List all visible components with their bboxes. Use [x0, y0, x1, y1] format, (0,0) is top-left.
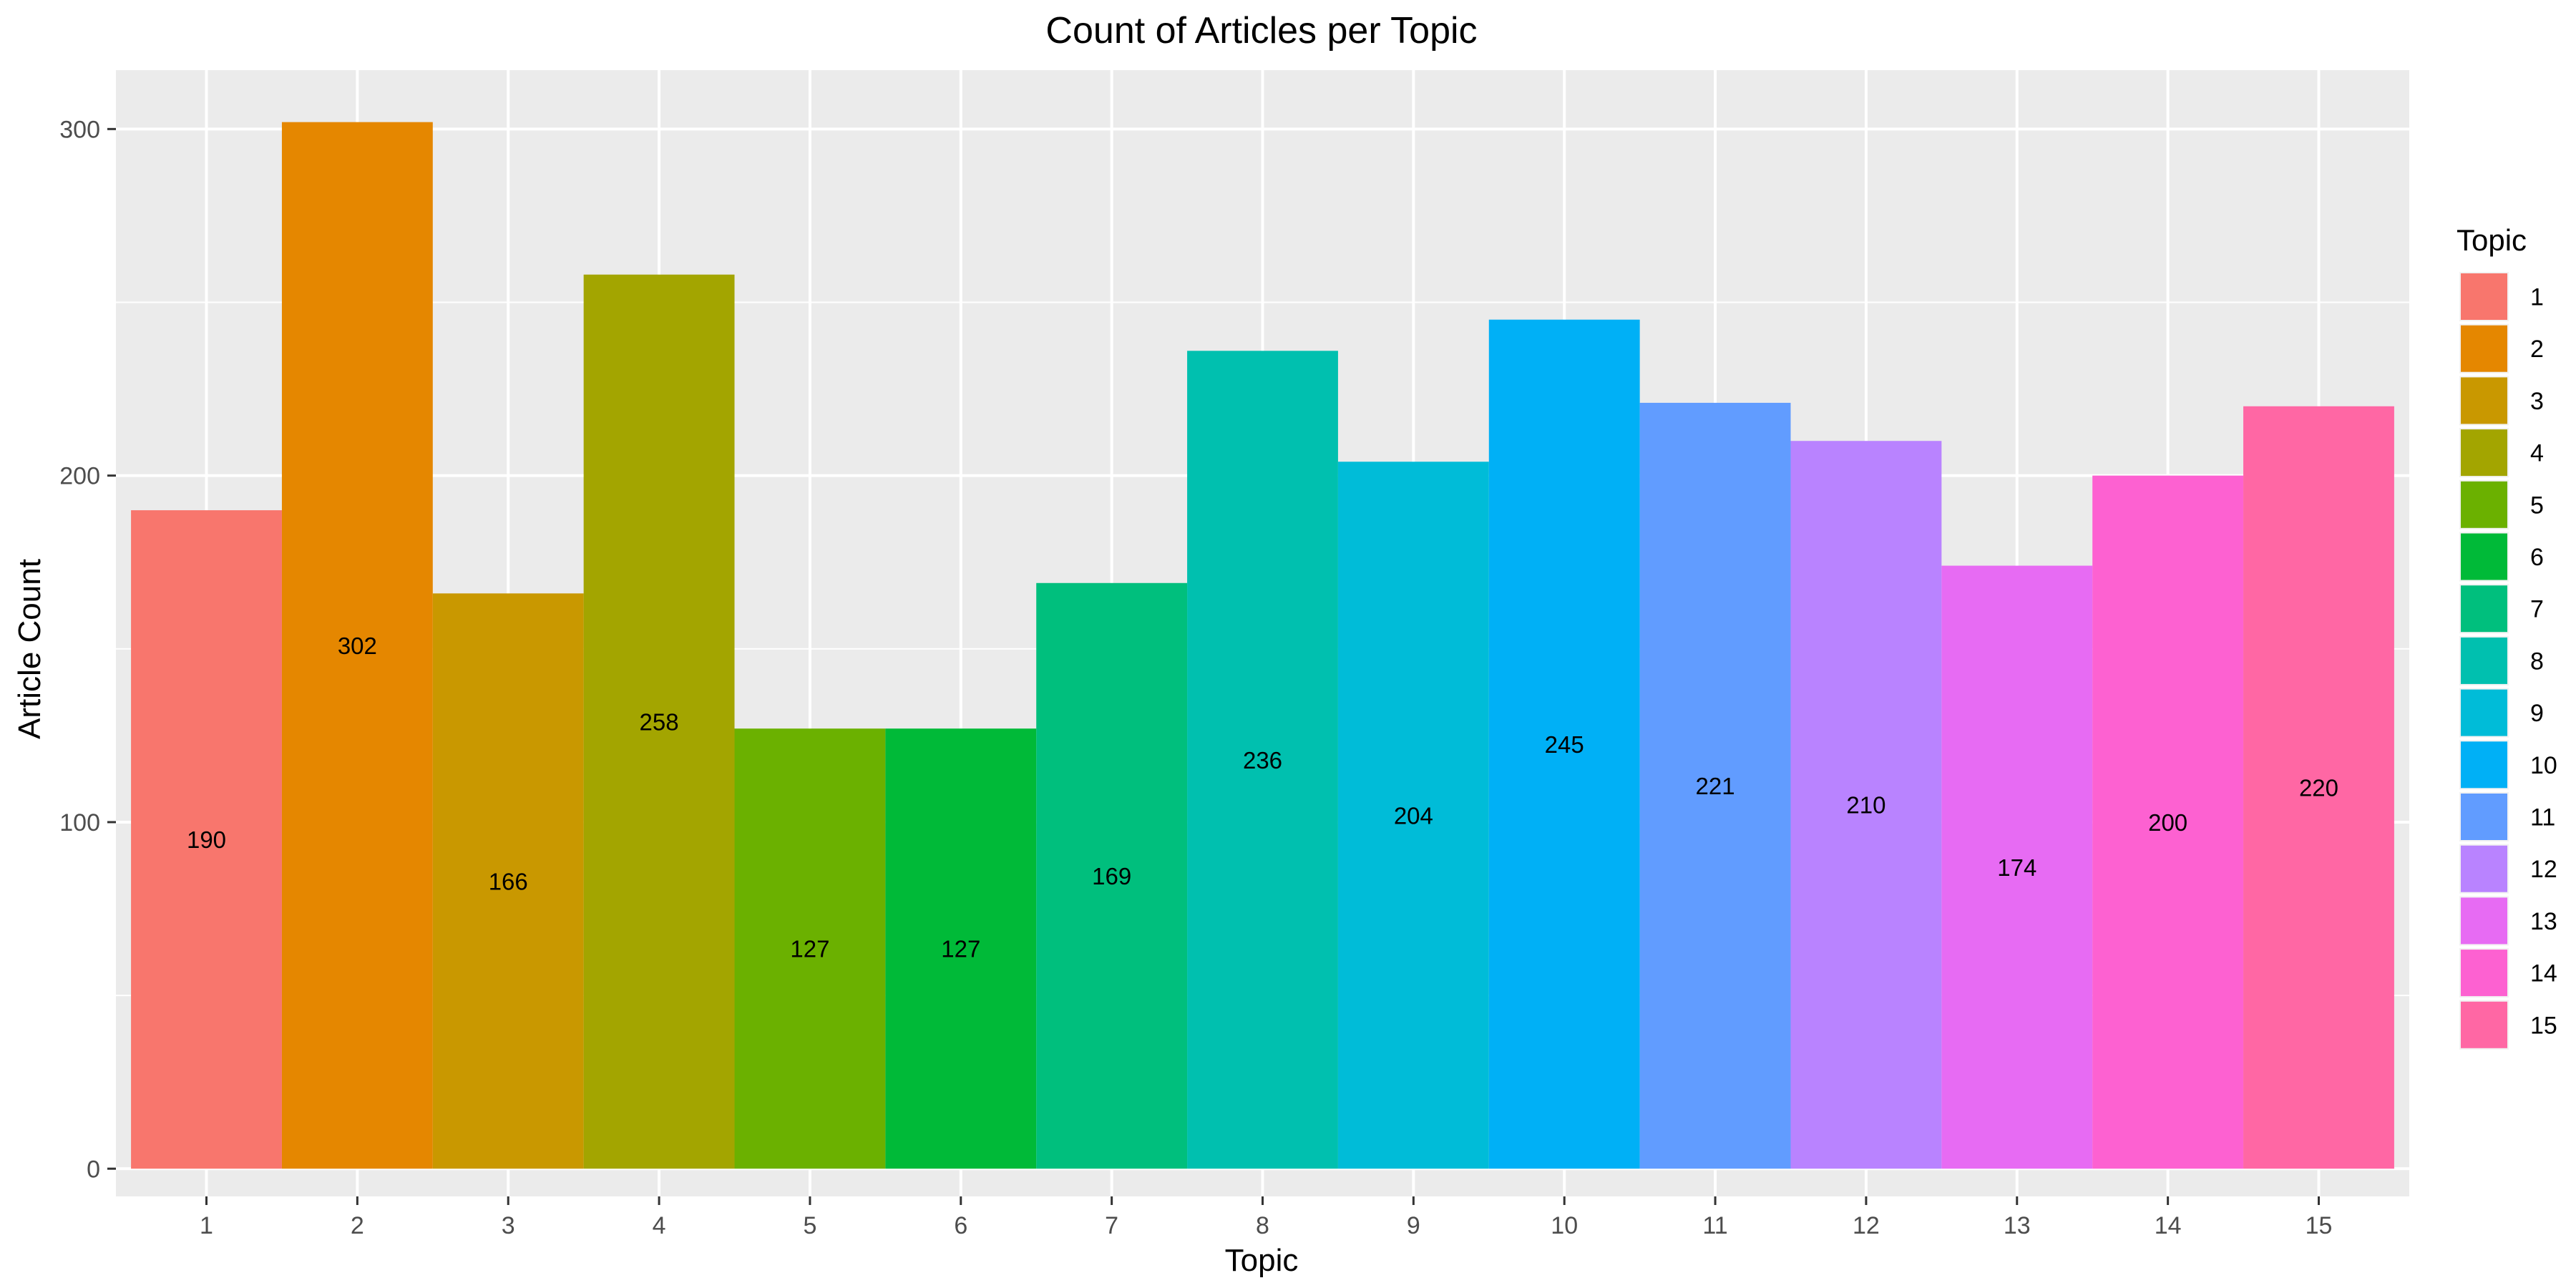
bar-value-label: 302	[338, 633, 377, 659]
legend-key-swatch	[2461, 273, 2507, 320]
legend-key-swatch	[2461, 950, 2507, 997]
bar-value-label: 220	[2299, 775, 2338, 801]
bar-topic-8	[1187, 351, 1338, 1169]
legend-label: 3	[2530, 388, 2544, 415]
x-tick-label: 11	[1702, 1212, 1727, 1239]
legend-key-swatch	[2461, 845, 2507, 892]
y-tick-label: 100	[59, 809, 100, 836]
y-tick-label: 300	[59, 116, 100, 143]
y-tick-label: 200	[59, 463, 100, 490]
bar-value-label: 245	[1545, 731, 1584, 758]
bar-value-label: 236	[1243, 747, 1282, 774]
legend-key-swatch	[2461, 325, 2507, 372]
bar-topic-6	[885, 728, 1037, 1169]
legend-key-swatch	[2461, 741, 2507, 789]
legend-key-swatch	[2461, 585, 2507, 633]
legend-key-swatch	[2461, 637, 2507, 684]
legend-label: 2	[2530, 336, 2544, 363]
bar-topic-3	[432, 593, 584, 1169]
x-tick-label: 13	[2004, 1212, 2031, 1239]
x-tick-label: 6	[954, 1212, 967, 1239]
legend-label: 8	[2530, 648, 2544, 675]
x-axis-title: Topic	[1225, 1243, 1299, 1278]
chart-title: Count of Articles per Topic	[1045, 10, 1477, 52]
x-tick-label: 9	[1407, 1212, 1420, 1239]
x-tick-label: 15	[2306, 1212, 2333, 1239]
bar-topic-1	[131, 510, 282, 1169]
bar-value-label: 258	[640, 708, 679, 735]
x-tick-label: 2	[351, 1212, 364, 1239]
legend-label: 13	[2530, 908, 2557, 935]
x-tick-label: 1	[200, 1212, 213, 1239]
x-tick-label: 14	[2155, 1212, 2182, 1239]
x-tick-label: 7	[1105, 1212, 1118, 1239]
legend-key-swatch	[2461, 897, 2507, 945]
legend-key-swatch	[2461, 1001, 2507, 1048]
bar-value-label: 200	[2148, 809, 2187, 836]
legend-label: 9	[2530, 700, 2544, 727]
legend-label: 15	[2530, 1012, 2557, 1039]
legend-label: 11	[2530, 804, 2555, 831]
bar-topic-13	[1941, 565, 2093, 1169]
bar-topic-10	[1488, 319, 1640, 1169]
legend-label: 6	[2530, 544, 2544, 571]
bar-value-label: 166	[489, 868, 528, 894]
bar-value-label: 204	[1394, 802, 1433, 829]
bar-topic-5	[734, 728, 886, 1169]
y-axis: 0 100 200 300	[59, 116, 116, 1183]
bar-topic-15	[2243, 406, 2394, 1169]
x-tick-label: 10	[1551, 1212, 1578, 1239]
bar-value-label: 174	[1997, 854, 2036, 881]
x-tick-label: 12	[1853, 1212, 1880, 1239]
bar-topic-14	[2092, 475, 2244, 1169]
legend-key-swatch	[2461, 689, 2507, 736]
x-tick-label: 4	[653, 1212, 666, 1239]
legend-key-swatch	[2461, 377, 2507, 424]
bar-topic-4	[583, 274, 735, 1169]
x-axis: 1 2 3 4 5 6 7 8 9 10 11 12 13 14 15	[200, 1196, 2332, 1239]
legend-title: Topic	[2457, 223, 2527, 257]
bar-value-label: 169	[1092, 863, 1131, 889]
legend-label: 12	[2530, 856, 2557, 883]
legend-key-swatch	[2461, 794, 2507, 840]
legend-key-swatch	[2461, 429, 2507, 477]
legend-label: 10	[2530, 752, 2557, 779]
bars	[131, 122, 2394, 1169]
legend-label: 7	[2530, 596, 2544, 623]
legend-label: 1	[2530, 284, 2544, 311]
x-tick-label: 3	[502, 1212, 515, 1239]
bar-topic-12	[1790, 441, 1942, 1169]
bar-topic-9	[1337, 462, 1489, 1169]
legend-key-swatch	[2461, 533, 2507, 580]
legend-label: 14	[2530, 960, 2557, 987]
bar-value-label: 127	[790, 936, 829, 962]
y-tick-label: 0	[87, 1156, 100, 1183]
legend-label: 4	[2530, 440, 2544, 467]
bar-topic-7	[1036, 582, 1188, 1169]
bar-data-labels: 190 302 166 258 127 127 169 236 204 245 221 210 174 2…	[187, 633, 2338, 962]
legend-label: 5	[2530, 492, 2544, 519]
bar-value-label: 190	[187, 826, 226, 853]
bar-value-label: 221	[1696, 773, 1735, 799]
x-tick-label: 8	[1256, 1212, 1269, 1239]
bar-topic-2	[281, 122, 433, 1169]
bar-value-label: 127	[941, 936, 980, 962]
bar-topic-11	[1639, 402, 1791, 1169]
bar-value-label: 210	[1846, 792, 1885, 819]
legend-key-swatch	[2461, 481, 2507, 528]
x-tick-label: 5	[803, 1212, 816, 1239]
y-axis-title: Article Count	[12, 559, 47, 739]
